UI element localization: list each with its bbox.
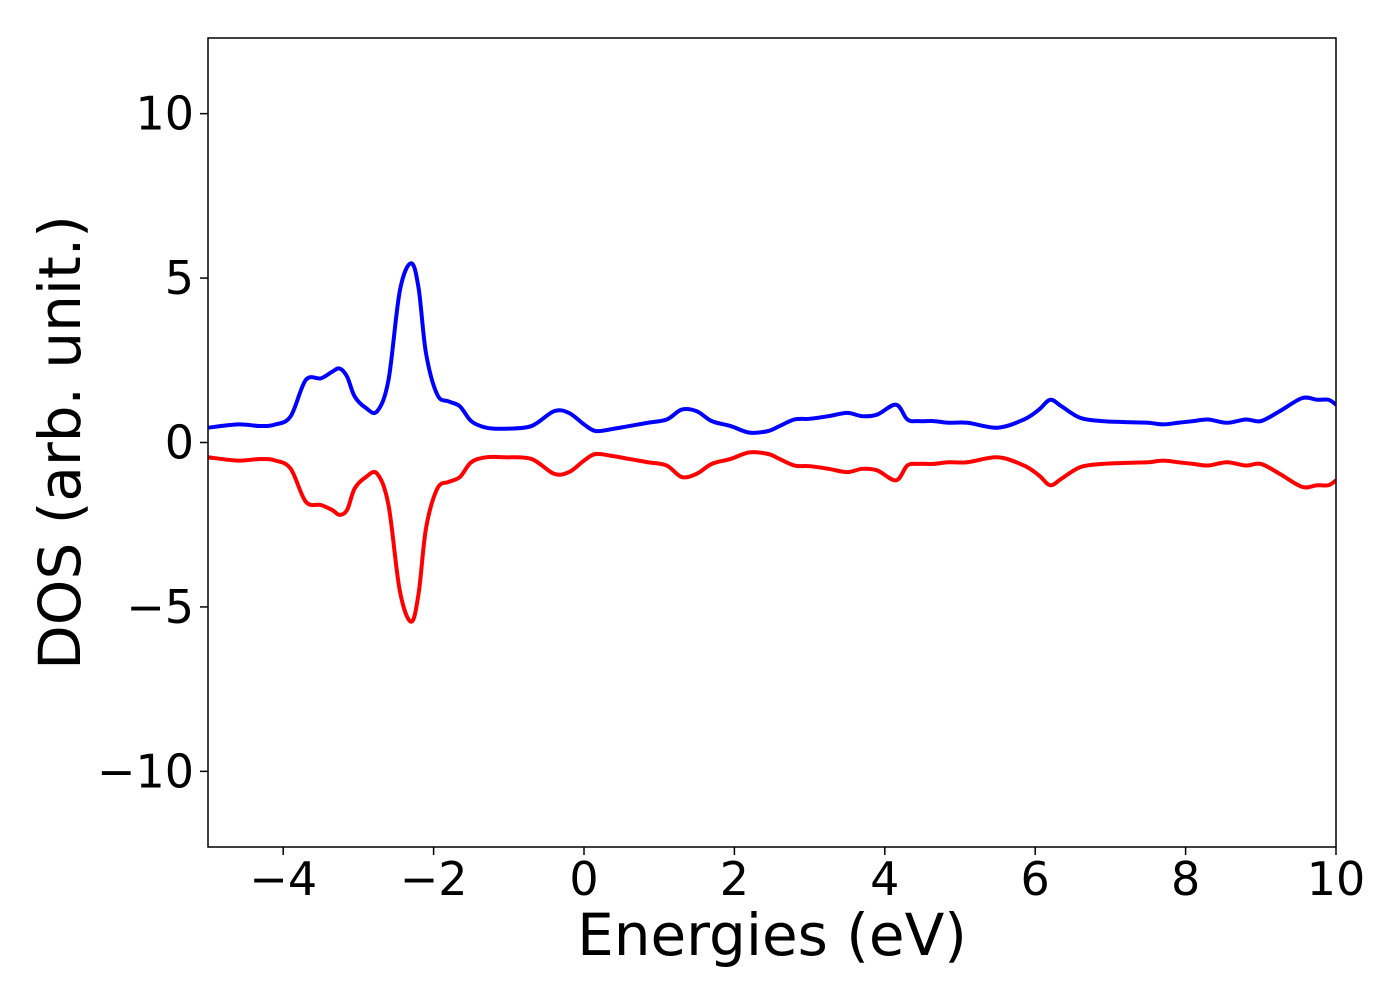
- y-tick-label: −5: [126, 580, 194, 634]
- dos-series-line-up: [208, 261, 1336, 435]
- x-tick-label: 2: [720, 852, 749, 906]
- x-tick-label: 4: [870, 852, 899, 906]
- dos-series-line-down: [208, 450, 1336, 624]
- y-tick-label: 5: [165, 251, 194, 305]
- series-layer: [208, 261, 1336, 624]
- x-axis-label: Energies (eV): [577, 901, 967, 969]
- y-tick-label: 0: [165, 416, 194, 470]
- x-tick-label: 6: [1021, 852, 1050, 906]
- y-tick-label: −10: [97, 744, 194, 798]
- y-axis-label: DOS (arb. unit.): [26, 215, 94, 670]
- y-tick-label: 10: [135, 87, 194, 141]
- x-tick-label: 10: [1307, 852, 1366, 906]
- x-tick-label: 0: [569, 852, 598, 906]
- x-tick-label: −4: [249, 852, 317, 906]
- x-tick-label: 8: [1171, 852, 1200, 906]
- x-tick-label: −2: [400, 852, 468, 906]
- x-axis: −4 −2 0 2 4 6 8 10: [249, 847, 1365, 906]
- y-axis: −10 −5 0 5 10: [97, 87, 208, 798]
